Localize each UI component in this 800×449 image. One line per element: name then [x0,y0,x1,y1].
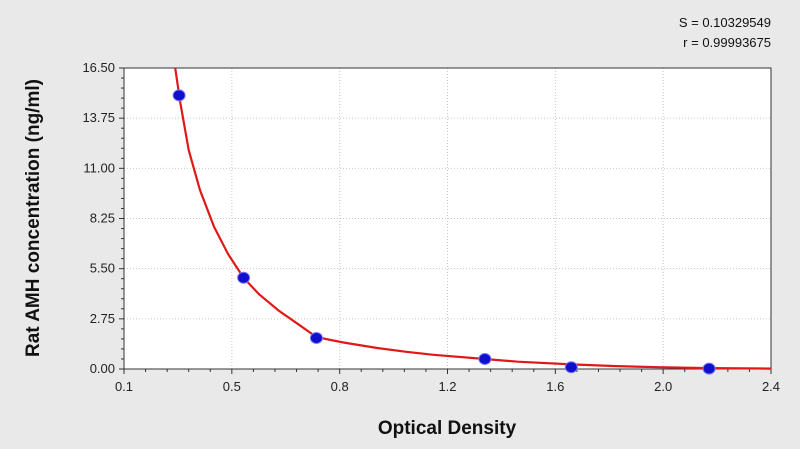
stat-r-label: r = 0.99993675 [683,35,771,50]
y-tick-label: 0.00 [90,361,115,376]
y-tick-label: 2.75 [90,311,115,326]
y-axis-title: Rat AMH concentration (ng/ml) [23,79,44,357]
y-tick-label: 8.25 [90,211,115,226]
data-points [172,89,716,375]
y-tick-label: 13.75 [82,110,115,125]
x-tick-label: 0.1 [115,379,133,394]
y-tick-label: 11.00 [83,160,115,175]
x-tick-label: 0.5 [223,379,241,394]
x-tick-label: 1.6 [546,379,564,394]
x-tick-label: 1.2 [438,379,456,394]
fit-curve [174,67,772,370]
data-point [309,332,323,344]
x-tick-label: 2.0 [654,379,672,394]
y-tick-label: 5.50 [90,261,115,276]
x-axis-title: Optical Density [378,418,517,439]
x-tick-label: 2.4 [762,379,780,394]
data-point [564,361,578,374]
data-point [172,89,186,102]
data-point [237,271,251,284]
x-gridlines [231,68,664,369]
stat-s-label: S = 0.10329549 [679,15,771,30]
y-axis-ticks: 0.00 2.75 5.50 8.25 11.00 13.75 16.50 [82,60,124,376]
x-tick-label: 0.8 [331,379,349,394]
y-tick-label: 16.50 [82,60,115,75]
data-point [478,353,492,365]
data-point [702,362,716,375]
x-axis-ticks: 0.1 0.5 0.8 1.2 1.6 2.0 2.4 [115,369,780,394]
